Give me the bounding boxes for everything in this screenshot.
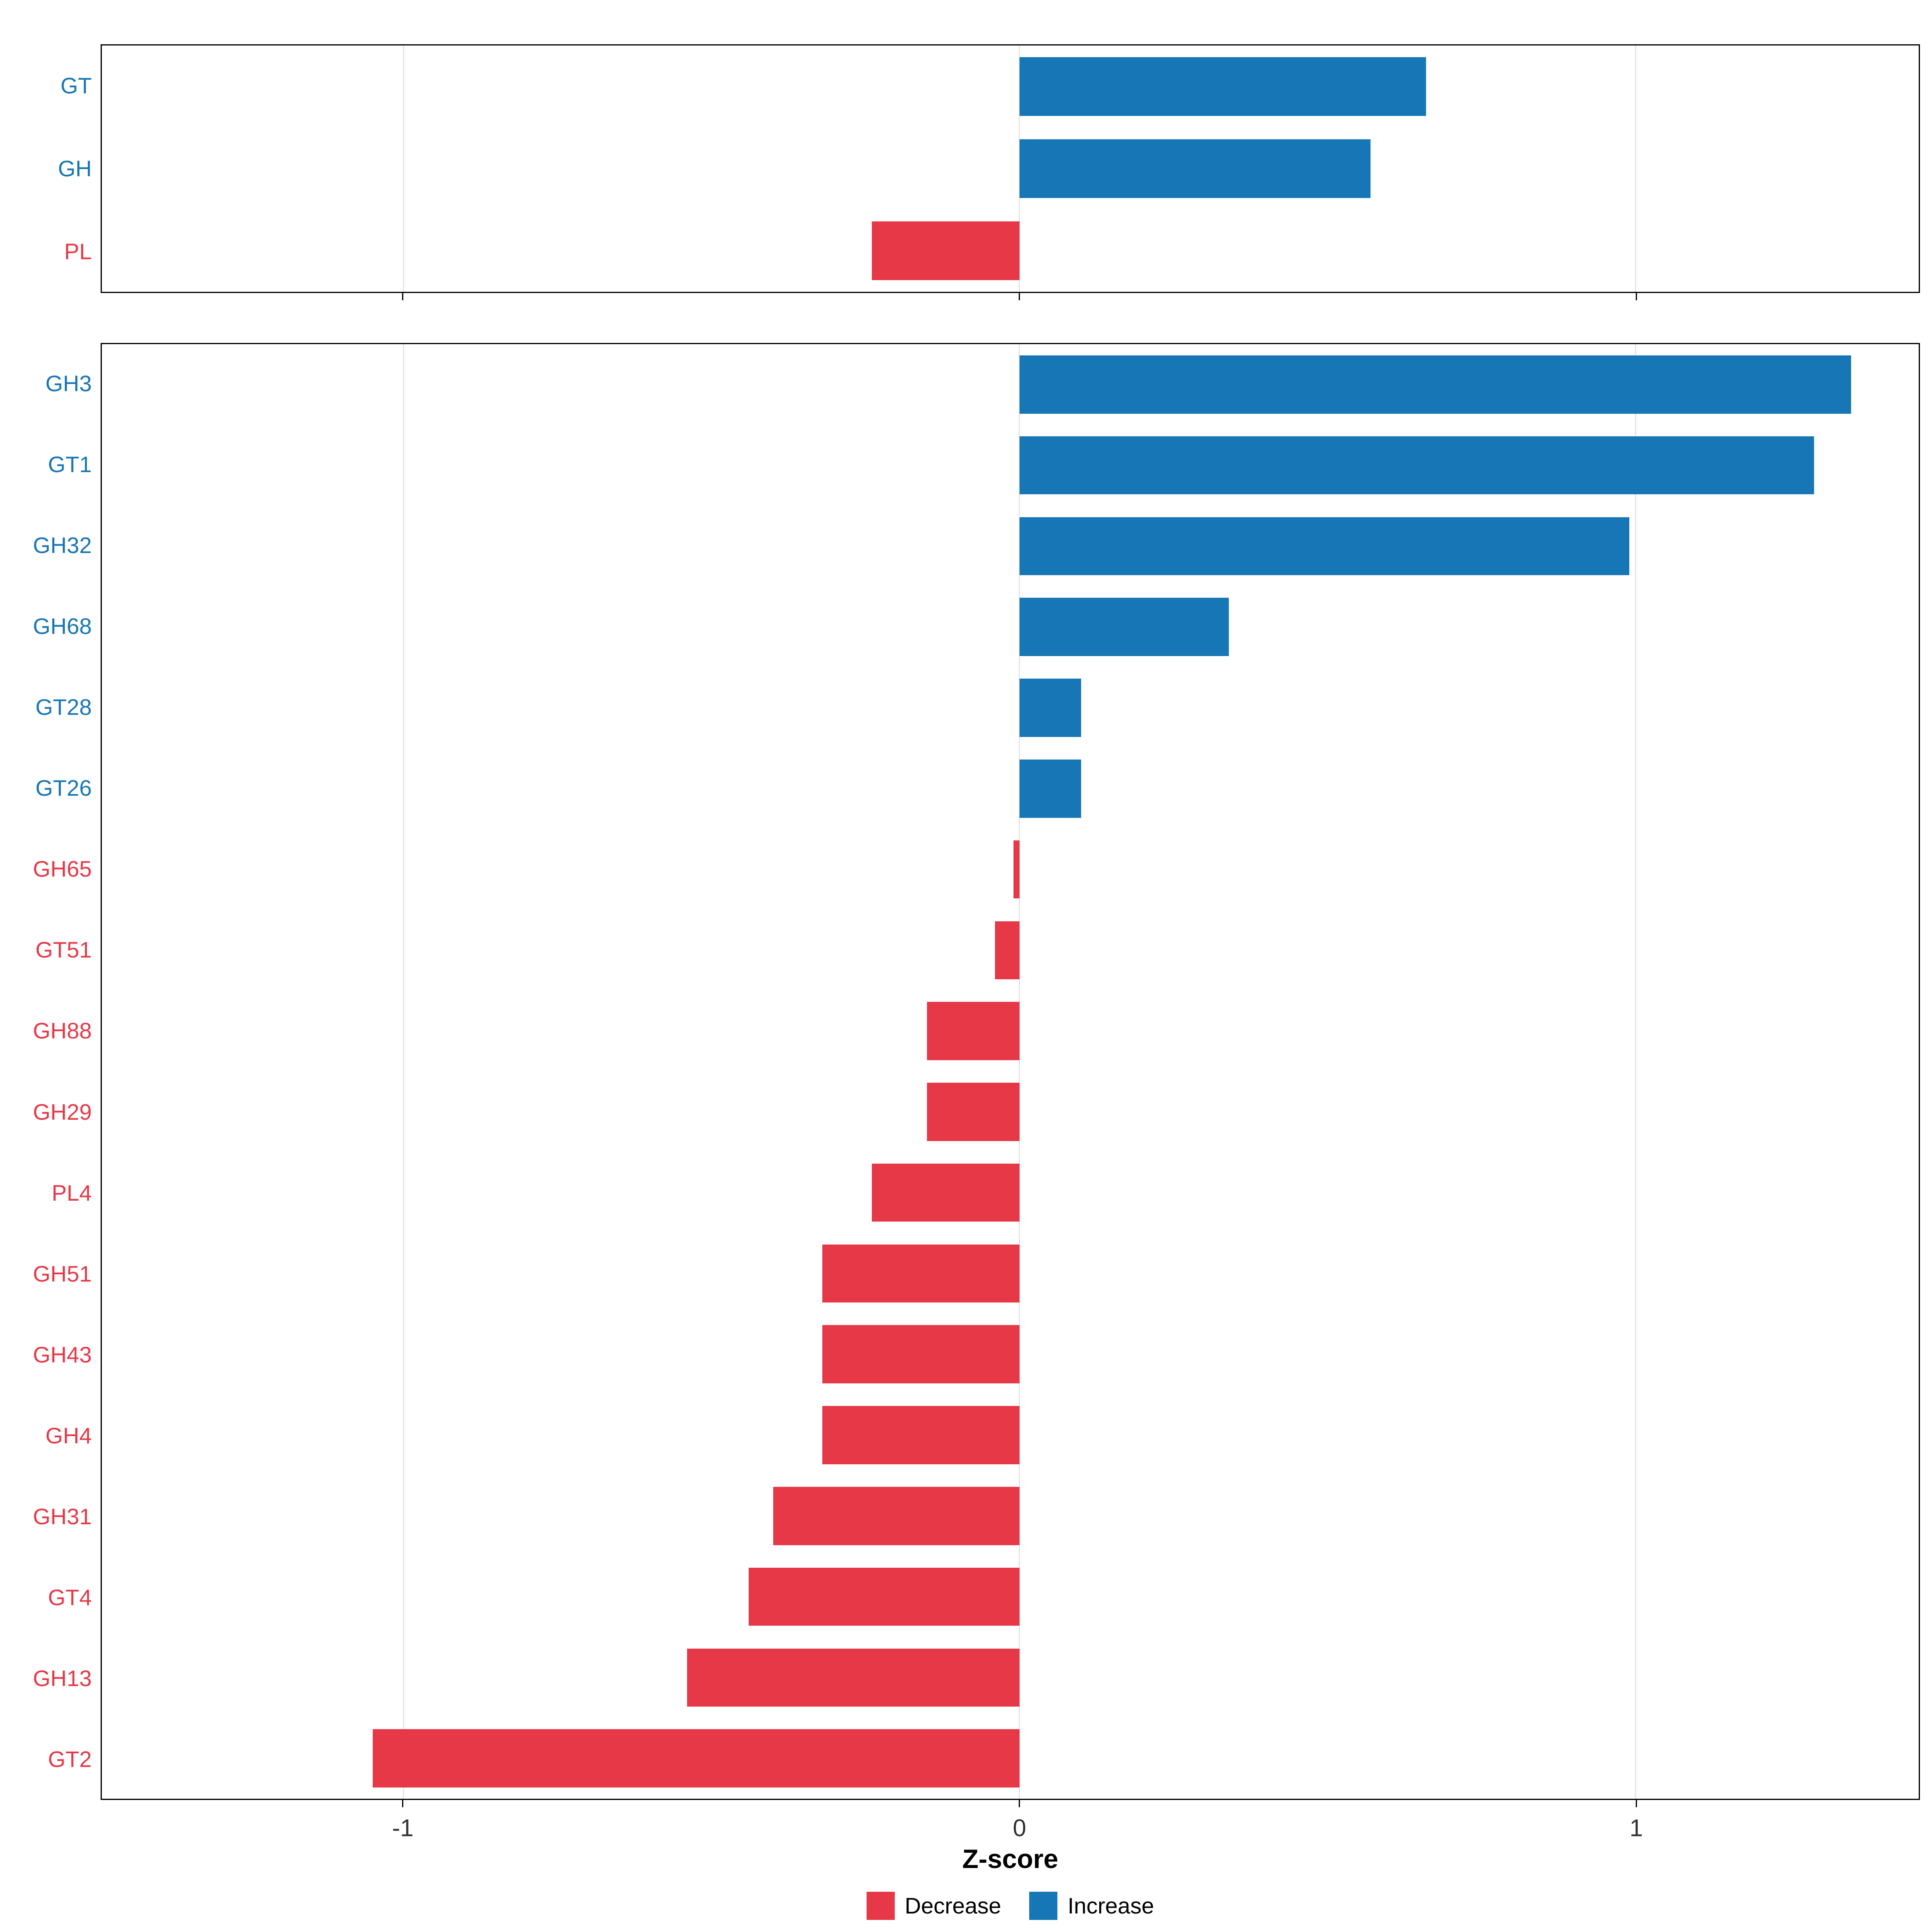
x-axis-title: Z-score — [962, 1844, 1059, 1874]
bar-GH88 — [927, 1002, 1020, 1060]
x-axis-tick-label-1: 1 — [1629, 1814, 1643, 1841]
category-label-GH65: GH65 — [33, 856, 92, 882]
bar-GT28 — [1019, 679, 1081, 737]
gridline-x-0 — [1019, 344, 1020, 1799]
category-label-GH68: GH68 — [33, 613, 92, 639]
top-panel-plot-area — [101, 44, 1920, 293]
x-axis-tick-1 — [1635, 293, 1637, 300]
bar-GH4 — [822, 1406, 1020, 1464]
category-label-GT2: GT2 — [48, 1746, 92, 1772]
bar-GT4 — [748, 1567, 1020, 1626]
category-label-GT: GT — [60, 73, 92, 98]
bar-GT2 — [373, 1729, 1020, 1788]
top-panel-category-labels: GT GH PL — [0, 44, 92, 293]
category-label-PL4: PL4 — [52, 1180, 92, 1205]
category-label-GH88: GH88 — [33, 1018, 92, 1044]
category-label-GT1: GT1 — [48, 451, 92, 477]
category-label-GH29: GH29 — [33, 1099, 92, 1125]
bar-GT51 — [995, 921, 1020, 980]
x-axis-tick-0 — [1019, 1800, 1020, 1807]
x-axis-tick--1 — [402, 1800, 404, 1807]
bar-PL — [871, 221, 1020, 281]
category-label-GH13: GH13 — [33, 1666, 92, 1691]
category-label-GH51: GH51 — [33, 1261, 92, 1286]
legend: Decrease Increase — [101, 1892, 1920, 1920]
bar-GH29 — [927, 1083, 1020, 1141]
category-label-GT51: GT51 — [35, 937, 92, 963]
category-label-GT28: GT28 — [35, 694, 92, 720]
bar-GT1 — [1019, 436, 1814, 495]
gridline-x--1 — [403, 344, 405, 1799]
bar-GH68 — [1019, 598, 1229, 656]
category-label-GT4: GT4 — [48, 1585, 92, 1610]
x-axis-tick--1 — [402, 293, 404, 300]
bar-GH65 — [1013, 840, 1020, 899]
bar-PL4 — [871, 1163, 1020, 1222]
gridline-x--1 — [403, 45, 405, 292]
legend-label-decrease: Decrease — [904, 1893, 1001, 1918]
x-axis-tick-label-0: 0 — [1013, 1814, 1026, 1841]
bar-GH32 — [1019, 517, 1629, 576]
gridline-x-1 — [1635, 344, 1636, 1799]
increase-color-swatch — [1029, 1892, 1058, 1920]
gridline-x-1 — [1635, 45, 1636, 292]
category-label-GH31: GH31 — [33, 1504, 92, 1530]
x-axis-tick-1 — [1635, 1800, 1637, 1807]
bar-GH — [1019, 139, 1371, 198]
bar-GH43 — [822, 1325, 1020, 1383]
bottom-panel-plot-area — [101, 343, 1920, 1800]
category-label-PL: PL — [64, 239, 92, 264]
x-axis-tick-0 — [1019, 293, 1020, 300]
bar-GH13 — [687, 1648, 1020, 1707]
bottom-panel-category-labels: GH3 GT1 GH32 GH68 GT28 GT26 GH65 GT51 GH88 GH29 PL… — [0, 343, 92, 1800]
bar-GH3 — [1019, 355, 1851, 414]
bar-GH51 — [822, 1244, 1020, 1303]
bar-GT — [1019, 57, 1426, 116]
decrease-color-swatch — [866, 1892, 895, 1920]
bar-GH31 — [773, 1486, 1020, 1545]
bar-GT26 — [1019, 759, 1081, 818]
x-axis-tick-label--1: -1 — [392, 1814, 414, 1841]
category-label-GH3: GH3 — [45, 370, 92, 396]
legend-item-increase: Increase — [1029, 1892, 1154, 1920]
category-label-GH: GH — [58, 156, 92, 181]
category-label-GH43: GH43 — [33, 1342, 92, 1367]
category-label-GH32: GH32 — [33, 532, 92, 558]
category-label-GH4: GH4 — [45, 1423, 92, 1448]
legend-label-increase: Increase — [1067, 1893, 1154, 1918]
category-label-GT26: GT26 — [35, 775, 92, 801]
legend-item-decrease: Decrease — [866, 1892, 1001, 1920]
